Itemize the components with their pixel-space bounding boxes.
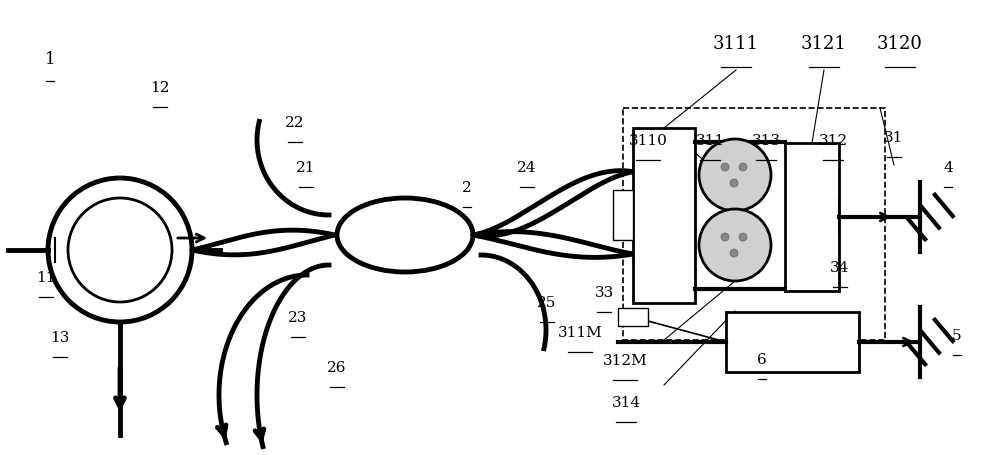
Circle shape: [699, 209, 771, 281]
Text: 34: 34: [830, 261, 850, 275]
Text: 13: 13: [50, 331, 70, 345]
Bar: [633, 128, 695, 303]
Text: 314: 314: [611, 396, 641, 410]
Text: 3111: 3111: [713, 35, 759, 53]
Circle shape: [699, 139, 771, 211]
Text: 24: 24: [517, 161, 537, 175]
Text: 1: 1: [45, 51, 55, 68]
Text: 5: 5: [952, 329, 962, 343]
Text: 25: 25: [537, 296, 557, 310]
Text: 6: 6: [757, 353, 767, 367]
Text: 3110: 3110: [629, 134, 667, 148]
Bar: [785, 143, 839, 291]
Text: 31: 31: [884, 131, 904, 145]
Text: 4: 4: [943, 161, 953, 175]
Bar: [726, 312, 859, 372]
Text: 23: 23: [288, 311, 308, 325]
Text: 11: 11: [36, 271, 56, 285]
Text: 26: 26: [327, 361, 347, 375]
Text: 21: 21: [296, 161, 316, 175]
Text: 3121: 3121: [801, 35, 847, 53]
Bar: [613, 190, 633, 240]
Text: 33: 33: [594, 286, 614, 300]
Circle shape: [730, 249, 738, 257]
Circle shape: [730, 179, 738, 187]
Text: 311: 311: [695, 134, 725, 148]
Text: 312: 312: [818, 134, 848, 148]
Text: 2: 2: [462, 181, 472, 195]
Circle shape: [721, 163, 729, 171]
Text: 12: 12: [150, 81, 170, 95]
Circle shape: [721, 233, 729, 241]
Circle shape: [739, 163, 747, 171]
Text: 311M: 311M: [558, 326, 602, 340]
Circle shape: [739, 233, 747, 241]
Bar: [618, 308, 648, 326]
Text: 3120: 3120: [877, 35, 923, 53]
Text: 312M: 312M: [603, 354, 647, 368]
Text: 22: 22: [285, 116, 305, 130]
Text: 313: 313: [752, 134, 780, 148]
Bar: [623, 108, 885, 340]
